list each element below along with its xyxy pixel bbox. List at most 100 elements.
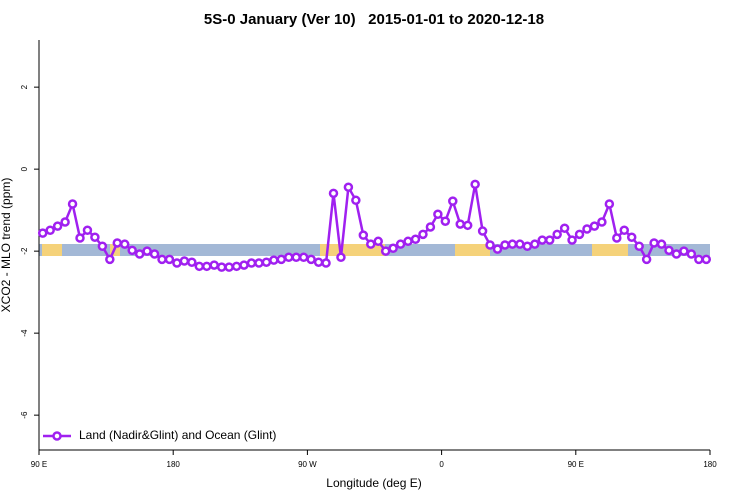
point <box>37 228 48 238</box>
point <box>321 258 331 268</box>
point <box>276 254 287 265</box>
point <box>515 239 525 249</box>
point <box>172 258 182 268</box>
point <box>358 230 369 240</box>
point <box>328 188 339 199</box>
point <box>679 246 689 256</box>
point <box>686 249 697 259</box>
point <box>313 257 324 267</box>
point <box>544 235 555 245</box>
point <box>164 254 175 265</box>
point <box>127 245 137 256</box>
point <box>366 239 376 249</box>
point <box>97 241 108 251</box>
point <box>537 235 547 245</box>
point <box>626 232 637 242</box>
point <box>664 245 674 256</box>
point <box>216 262 227 272</box>
point <box>209 260 219 270</box>
legend-label: Land (Nadir&Glint) and Ocean (Glint) <box>79 428 276 442</box>
point <box>649 238 659 248</box>
point <box>373 236 383 247</box>
y-tick-label: 2 <box>20 84 29 89</box>
y-axis-label: XCO2 - MLO trend (ppm) <box>0 178 13 313</box>
y-tick-label: -2 <box>20 247 29 255</box>
x-tick-label: 90 E <box>568 460 584 469</box>
point <box>60 217 70 227</box>
point <box>567 235 577 245</box>
point <box>269 255 279 265</box>
point <box>82 225 93 235</box>
point <box>187 257 197 267</box>
point <box>112 238 123 248</box>
point <box>530 239 540 249</box>
point <box>388 243 398 254</box>
point <box>134 249 145 259</box>
point <box>261 257 272 267</box>
legend-marker <box>52 431 62 441</box>
point <box>559 223 570 233</box>
point <box>380 246 391 256</box>
point <box>194 261 205 272</box>
point <box>298 252 309 263</box>
point <box>552 229 562 240</box>
point <box>448 196 458 206</box>
point <box>90 232 100 242</box>
point <box>440 216 451 226</box>
point <box>142 246 152 256</box>
point <box>656 239 667 249</box>
point <box>522 241 533 251</box>
point <box>157 254 167 265</box>
x-tick-label: 90 W <box>298 460 317 469</box>
point <box>105 254 115 265</box>
point <box>336 252 346 263</box>
land-band <box>42 244 62 256</box>
point <box>507 239 518 249</box>
point <box>470 179 480 190</box>
point <box>701 254 712 265</box>
point <box>395 239 406 249</box>
point <box>306 254 316 265</box>
point <box>239 260 249 270</box>
point <box>671 249 682 259</box>
point <box>52 221 63 231</box>
point <box>149 249 160 259</box>
point <box>45 225 55 235</box>
x-tick-label: 0 <box>439 460 444 469</box>
point <box>574 229 585 240</box>
point <box>231 261 242 272</box>
point <box>179 256 190 266</box>
point <box>433 209 443 219</box>
point <box>641 254 652 265</box>
point <box>351 195 361 206</box>
point <box>284 252 294 263</box>
x-tick-label: 180 <box>703 460 717 469</box>
point <box>403 236 413 247</box>
point <box>254 258 264 268</box>
land-band <box>320 244 385 256</box>
point <box>343 182 354 192</box>
point <box>418 229 428 240</box>
point <box>477 226 488 236</box>
point <box>119 239 130 249</box>
point <box>224 262 234 272</box>
point <box>202 261 212 272</box>
point <box>455 219 465 229</box>
chart-title: 5S-0 January (Ver 10) 2015-01-01 to 2020… <box>204 11 544 28</box>
x-tick-label: 90 E <box>31 460 47 469</box>
point <box>246 258 257 268</box>
point <box>597 217 607 227</box>
point <box>589 221 600 231</box>
point <box>291 252 301 263</box>
land-band <box>455 244 490 256</box>
point <box>500 240 510 250</box>
point <box>410 234 421 245</box>
point <box>485 240 495 250</box>
point <box>694 254 704 265</box>
point <box>67 199 78 209</box>
point <box>492 244 503 254</box>
point <box>582 224 592 234</box>
point <box>75 233 85 243</box>
y-tick-label: 0 <box>20 166 29 171</box>
